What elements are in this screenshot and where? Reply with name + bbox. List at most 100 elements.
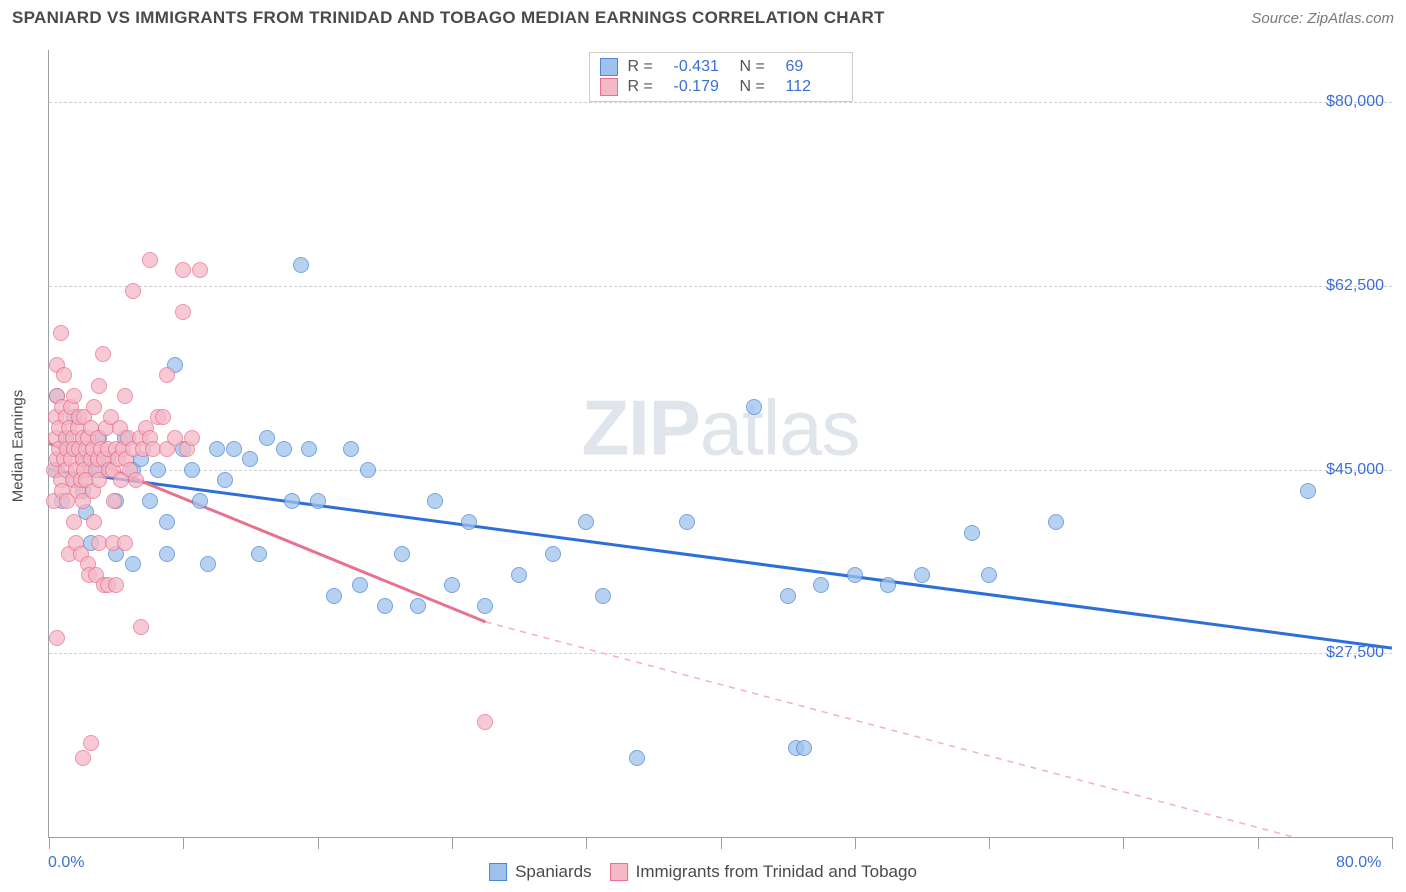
- data-point: [175, 304, 191, 320]
- x-tick: [586, 837, 587, 849]
- scatter-plot-area: ZIPatlas R =-0.431N =69R =-0.179N =112 $…: [48, 50, 1392, 838]
- data-point: [184, 430, 200, 446]
- watermark: ZIPatlas: [581, 382, 859, 473]
- data-point: [352, 577, 368, 593]
- data-point: [276, 441, 292, 457]
- data-point: [175, 262, 191, 278]
- data-point: [86, 399, 102, 415]
- data-point: [629, 750, 645, 766]
- y-tick-label: $80,000: [1326, 93, 1384, 111]
- data-point: [117, 388, 133, 404]
- data-point: [964, 525, 980, 541]
- data-point: [226, 441, 242, 457]
- data-point: [746, 399, 762, 415]
- data-point: [477, 714, 493, 730]
- data-point: [53, 325, 69, 341]
- data-point: [343, 441, 359, 457]
- gridline: [49, 286, 1392, 287]
- data-point: [578, 514, 594, 530]
- data-point: [184, 462, 200, 478]
- legend-item: Immigrants from Trinidad and Tobago: [610, 862, 917, 882]
- data-point: [128, 472, 144, 488]
- correlation-legend: R =-0.431N =69R =-0.179N =112: [589, 52, 853, 102]
- data-point: [91, 378, 107, 394]
- data-point: [217, 472, 233, 488]
- data-point: [444, 577, 460, 593]
- series-legend: Spaniards Immigrants from Trinidad and To…: [489, 862, 917, 882]
- data-point: [284, 493, 300, 509]
- data-point: [75, 750, 91, 766]
- data-point: [251, 546, 267, 562]
- data-point: [192, 493, 208, 509]
- x-tick: [1123, 837, 1124, 849]
- data-point: [117, 535, 133, 551]
- x-tick: [452, 837, 453, 849]
- x-tick: [49, 837, 50, 849]
- data-point: [83, 735, 99, 751]
- data-point: [125, 283, 141, 299]
- data-point: [242, 451, 258, 467]
- x-tick: [183, 837, 184, 849]
- trend-lines: [49, 50, 1392, 837]
- x-axis-min-label: 0.0%: [48, 854, 84, 872]
- x-tick: [1392, 837, 1393, 849]
- data-point: [142, 493, 158, 509]
- x-tick: [989, 837, 990, 849]
- source-attribution: Source: ZipAtlas.com: [1251, 10, 1394, 27]
- data-point: [377, 598, 393, 614]
- data-point: [780, 588, 796, 604]
- data-point: [410, 598, 426, 614]
- data-point: [427, 493, 443, 509]
- data-point: [914, 567, 930, 583]
- data-point: [66, 514, 82, 530]
- y-axis-label: Median Earnings: [10, 390, 27, 503]
- data-point: [66, 388, 82, 404]
- data-point: [394, 546, 410, 562]
- data-point: [477, 598, 493, 614]
- legend-item: Spaniards: [489, 862, 592, 882]
- data-point: [142, 252, 158, 268]
- data-point: [679, 514, 695, 530]
- data-point: [106, 493, 122, 509]
- data-point: [461, 514, 477, 530]
- gridline: [49, 102, 1392, 103]
- data-point: [293, 257, 309, 273]
- data-point: [880, 577, 896, 593]
- data-point: [108, 577, 124, 593]
- data-point: [847, 567, 863, 583]
- data-point: [133, 619, 149, 635]
- data-point: [49, 630, 65, 646]
- data-point: [86, 514, 102, 530]
- data-point: [595, 588, 611, 604]
- legend-swatch: [600, 58, 618, 76]
- legend-row: R =-0.179N =112: [600, 77, 842, 97]
- data-point: [56, 367, 72, 383]
- data-point: [1300, 483, 1316, 499]
- chart-title: SPANIARD VS IMMIGRANTS FROM TRINIDAD AND…: [12, 8, 885, 28]
- x-tick: [855, 837, 856, 849]
- data-point: [545, 546, 561, 562]
- data-point: [360, 462, 376, 478]
- data-point: [301, 441, 317, 457]
- data-point: [1048, 514, 1064, 530]
- x-tick: [1258, 837, 1259, 849]
- gridline: [49, 653, 1392, 654]
- gridline: [49, 470, 1392, 471]
- data-point: [95, 346, 111, 362]
- y-tick-label: $45,000: [1326, 461, 1384, 479]
- data-point: [159, 546, 175, 562]
- data-point: [150, 462, 166, 478]
- data-point: [192, 262, 208, 278]
- legend-row: R =-0.431N =69: [600, 57, 842, 77]
- data-point: [310, 493, 326, 509]
- legend-swatch: [610, 863, 628, 881]
- data-point: [155, 409, 171, 425]
- data-point: [259, 430, 275, 446]
- x-tick: [721, 837, 722, 849]
- data-point: [159, 367, 175, 383]
- data-point: [200, 556, 216, 572]
- data-point: [981, 567, 997, 583]
- data-point: [159, 514, 175, 530]
- y-tick-label: $27,500: [1326, 644, 1384, 662]
- x-axis-max-label: 80.0%: [1336, 854, 1381, 872]
